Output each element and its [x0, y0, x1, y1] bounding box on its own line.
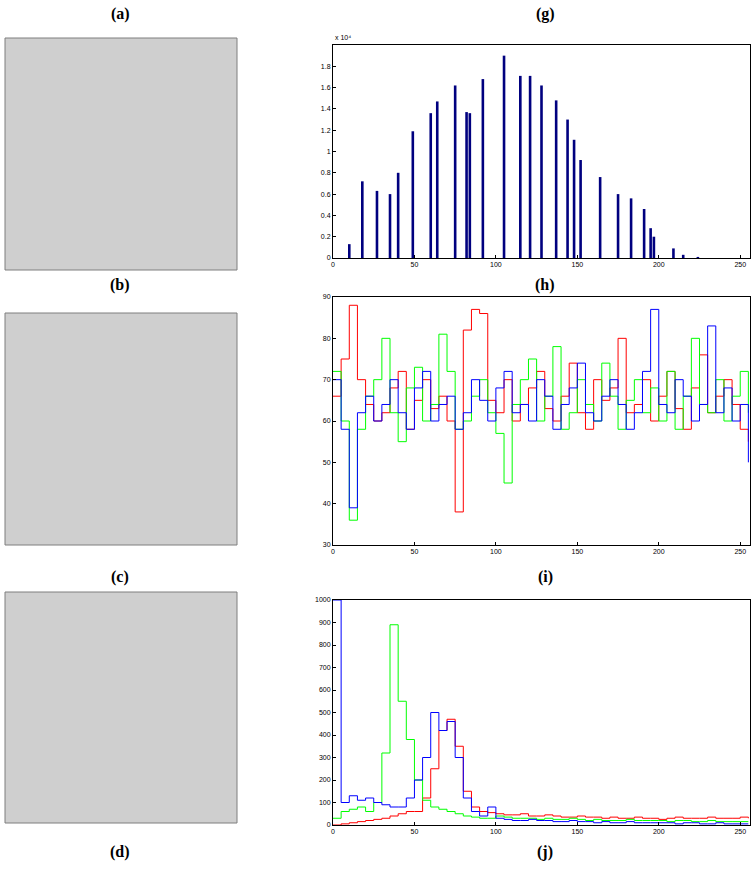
svg-text:90: 90 — [323, 293, 331, 300]
svg-text:(d): (d) — [110, 843, 130, 861]
svg-text:70: 70 — [323, 376, 331, 383]
svg-text:0.2: 0.2 — [321, 233, 331, 240]
svg-text:800: 800 — [319, 641, 331, 648]
svg-text:(j): (j) — [537, 843, 553, 861]
svg-text:1000: 1000 — [315, 596, 331, 603]
svg-text:100: 100 — [490, 548, 502, 555]
svg-text:80: 80 — [323, 335, 331, 342]
svg-text:0.6: 0.6 — [321, 191, 331, 198]
svg-text:x 10⁴: x 10⁴ — [335, 34, 351, 41]
svg-text:40: 40 — [323, 500, 331, 507]
svg-text:0.4: 0.4 — [321, 212, 331, 219]
svg-text:100: 100 — [490, 828, 502, 835]
svg-text:0.8: 0.8 — [321, 169, 331, 176]
svg-text:0: 0 — [331, 548, 335, 555]
svg-text:900: 900 — [319, 619, 331, 626]
svg-text:200: 200 — [653, 548, 665, 555]
svg-text:400: 400 — [319, 731, 331, 738]
svg-text:30: 30 — [323, 541, 331, 548]
svg-text:50: 50 — [411, 261, 419, 268]
svg-text:60: 60 — [323, 417, 331, 424]
svg-text:250: 250 — [734, 828, 746, 835]
svg-text:600: 600 — [319, 686, 331, 693]
svg-text:1: 1 — [327, 148, 331, 155]
svg-text:150: 150 — [571, 548, 583, 555]
svg-text:300: 300 — [319, 754, 331, 761]
svg-text:50: 50 — [323, 459, 331, 466]
svg-text:(h): (h) — [535, 276, 555, 294]
svg-text:1.6: 1.6 — [321, 84, 331, 91]
svg-text:200: 200 — [653, 261, 665, 268]
svg-text:700: 700 — [319, 664, 331, 671]
svg-text:150: 150 — [571, 261, 583, 268]
svg-text:(c): (c) — [111, 568, 129, 586]
svg-text:100: 100 — [490, 261, 502, 268]
svg-text:0: 0 — [327, 821, 331, 828]
svg-text:1.4: 1.4 — [321, 105, 331, 112]
svg-text:500: 500 — [319, 709, 331, 716]
svg-text:(b): (b) — [110, 276, 130, 294]
svg-text:250: 250 — [734, 261, 746, 268]
svg-text:(g): (g) — [536, 5, 555, 23]
svg-text:200: 200 — [653, 828, 665, 835]
svg-text:100: 100 — [319, 799, 331, 806]
svg-text:0: 0 — [327, 254, 331, 261]
svg-text:50: 50 — [411, 548, 419, 555]
svg-text:200: 200 — [319, 776, 331, 783]
svg-text:0: 0 — [331, 261, 335, 268]
svg-text:1.8: 1.8 — [321, 63, 331, 70]
svg-text:(i): (i) — [538, 568, 553, 586]
svg-text:50: 50 — [411, 828, 419, 835]
svg-text:0: 0 — [331, 828, 335, 835]
svg-text:(a): (a) — [111, 5, 130, 23]
svg-text:150: 150 — [571, 828, 583, 835]
svg-text:250: 250 — [734, 548, 746, 555]
svg-text:1.2: 1.2 — [321, 127, 331, 134]
